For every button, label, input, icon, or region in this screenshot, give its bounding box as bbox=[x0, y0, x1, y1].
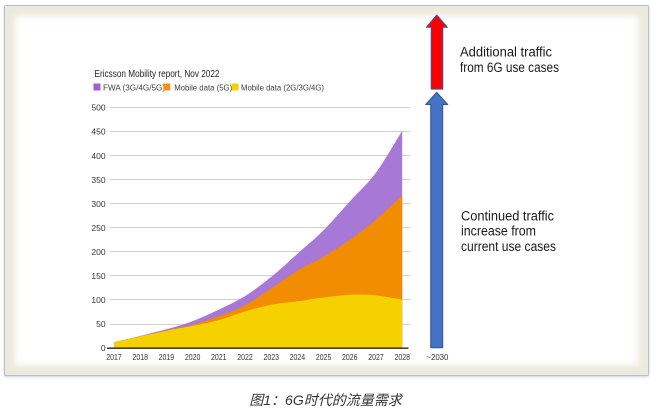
svg-text:Continued traffic: Continued traffic bbox=[461, 208, 554, 223]
svg-text:from 6G use cases: from 6G use cases bbox=[460, 60, 559, 75]
svg-text:Mobile data (2G/3G/4G): Mobile data (2G/3G/4G) bbox=[241, 83, 324, 92]
svg-text:~2030: ~2030 bbox=[426, 353, 449, 362]
svg-text:2024: 2024 bbox=[290, 353, 306, 362]
svg-text:current use cases: current use cases bbox=[461, 239, 556, 254]
svg-text:Ericsson Mobility report, Nov: Ericsson Mobility report, Nov 2022 bbox=[95, 68, 220, 80]
svg-text:200: 200 bbox=[91, 247, 105, 257]
svg-text:2019: 2019 bbox=[159, 353, 175, 362]
svg-text:increase from: increase from bbox=[461, 224, 536, 239]
svg-text:2027: 2027 bbox=[368, 353, 384, 362]
svg-text:500: 500 bbox=[91, 103, 105, 113]
svg-text:Additional traffic: Additional traffic bbox=[460, 44, 552, 59]
svg-text:250: 250 bbox=[91, 223, 105, 233]
svg-text:2017: 2017 bbox=[106, 353, 122, 362]
svg-text:450: 450 bbox=[91, 127, 105, 137]
svg-text:Mobile data (5G): Mobile data (5G) bbox=[174, 83, 232, 92]
svg-text:150: 150 bbox=[91, 271, 105, 281]
svg-text:2020: 2020 bbox=[185, 353, 201, 362]
svg-text:2022: 2022 bbox=[237, 353, 253, 362]
svg-text:350: 350 bbox=[91, 175, 105, 185]
svg-text:2021: 2021 bbox=[211, 353, 227, 362]
svg-text:2026: 2026 bbox=[342, 353, 358, 362]
svg-text:100: 100 bbox=[91, 295, 105, 305]
svg-text:300: 300 bbox=[91, 199, 105, 209]
svg-text:400: 400 bbox=[91, 151, 105, 161]
svg-text:2018: 2018 bbox=[132, 353, 148, 362]
svg-text:50: 50 bbox=[96, 319, 106, 329]
svg-text:2025: 2025 bbox=[316, 353, 332, 362]
svg-text:2023: 2023 bbox=[263, 353, 279, 362]
svg-text:2028: 2028 bbox=[394, 353, 410, 362]
svg-text:0: 0 bbox=[101, 343, 106, 353]
svg-text:FWA (3G/4G/5G): FWA (3G/4G/5G) bbox=[103, 83, 165, 92]
